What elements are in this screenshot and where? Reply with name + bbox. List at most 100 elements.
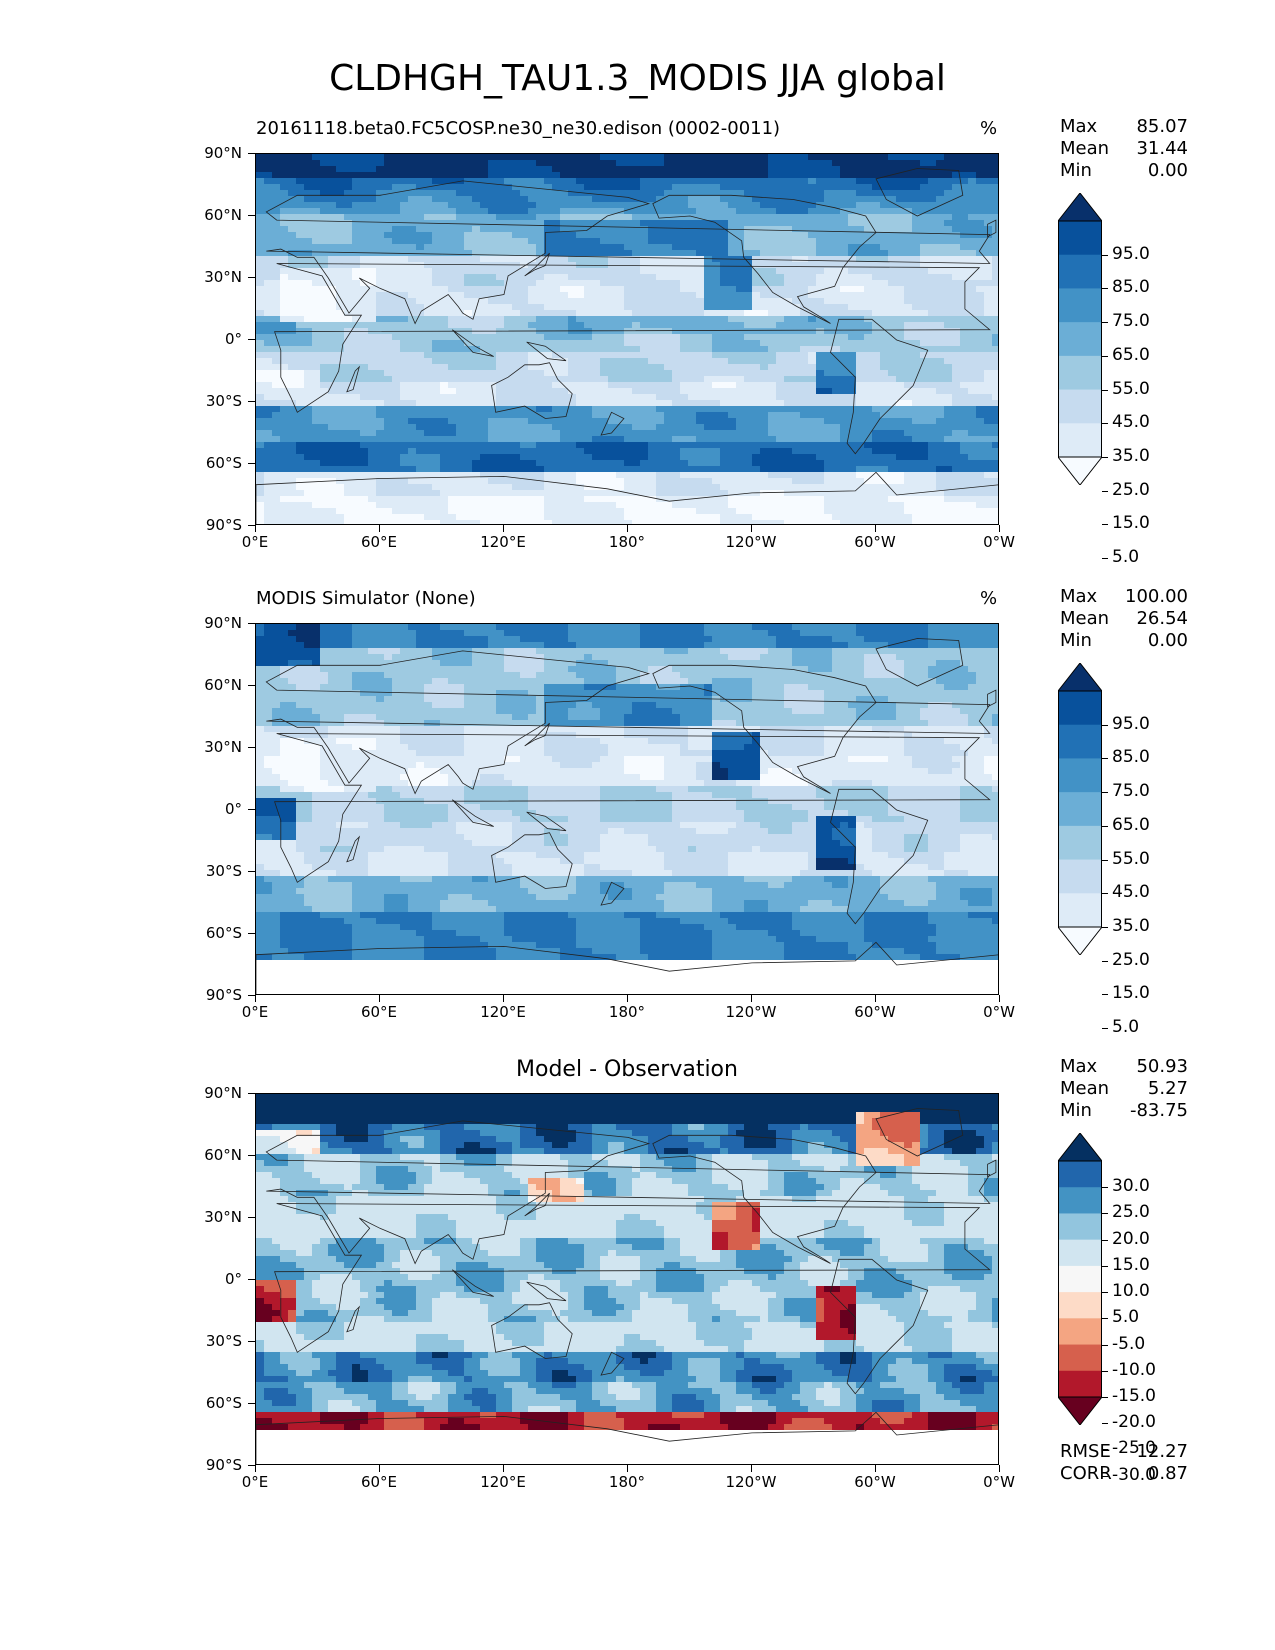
field-cell (432, 442, 441, 449)
field-cell (656, 154, 665, 161)
field-cell (728, 238, 737, 245)
field-cell (752, 364, 761, 371)
field-cell (376, 238, 385, 245)
field-cell (768, 238, 777, 245)
field-cell (360, 232, 369, 239)
field-cell (424, 274, 433, 281)
field-cell (664, 448, 673, 455)
field-cell (472, 220, 481, 227)
field-cell (600, 286, 609, 293)
field-cell (656, 256, 665, 263)
field-cell (304, 268, 313, 275)
field-cell (672, 370, 681, 377)
field-cell (640, 262, 649, 269)
field-cell (904, 220, 913, 227)
field-cell (416, 382, 425, 389)
field-cell (880, 178, 889, 185)
field-cell (896, 232, 905, 239)
field-cell (976, 442, 985, 449)
field-cell (800, 208, 809, 215)
field-cell (432, 460, 441, 467)
field-cell (304, 442, 313, 449)
field-cell (584, 232, 593, 239)
field-cell (592, 250, 601, 257)
field-cell (632, 376, 641, 383)
field-cell (688, 352, 697, 359)
field-cell (352, 184, 361, 191)
field-cell (560, 472, 569, 479)
field-cell (760, 466, 769, 473)
field-cell (552, 208, 561, 215)
field-cell (456, 442, 465, 449)
field-cell (360, 184, 369, 191)
field-cell (600, 202, 609, 209)
field-cell (440, 226, 449, 233)
field-cell (928, 226, 937, 233)
field-cell (840, 460, 849, 467)
field-cell (584, 400, 593, 407)
field-cell (976, 370, 985, 377)
field-cell (712, 454, 721, 461)
field-cell (720, 154, 729, 161)
field-cell (840, 322, 849, 329)
field-cell (480, 220, 489, 227)
field-cell (696, 334, 705, 341)
field-cell (992, 274, 998, 281)
field-cell (584, 292, 593, 299)
field-cell (536, 466, 545, 473)
field-cell (768, 442, 777, 449)
field-cell (760, 382, 769, 389)
field-cell (872, 208, 881, 215)
field-cell (768, 178, 777, 185)
panel-model: 20161118.beta0.FC5COSP.ne30_ne30.edison … (0, 0, 1275, 525)
field-cell (568, 208, 577, 215)
field-cell (752, 316, 761, 323)
field-cell (696, 292, 705, 299)
field-cell (784, 316, 793, 323)
field-cell (408, 460, 417, 467)
field-cell (784, 202, 793, 209)
field-cell (984, 460, 993, 467)
field-cell (472, 238, 481, 245)
field-cell (808, 298, 817, 305)
field-cell (888, 448, 897, 455)
field-cell (632, 292, 641, 299)
field-cell (832, 448, 841, 455)
field-cell (320, 388, 329, 395)
field-cell (840, 280, 849, 287)
field-cell (888, 334, 897, 341)
field-cell (776, 334, 785, 341)
field-cell (400, 256, 409, 263)
field-cell (896, 226, 905, 233)
field-cell (272, 190, 281, 197)
field-cell (832, 208, 841, 215)
field-cell (928, 202, 937, 209)
field-cell (528, 196, 537, 203)
field-cell (848, 388, 857, 395)
field-cell (968, 388, 977, 395)
field-cell (496, 238, 505, 245)
field-cell (976, 220, 985, 227)
field-cell (344, 358, 353, 365)
field-cell (592, 394, 601, 401)
field-cell (280, 220, 289, 227)
field-cell (848, 238, 857, 245)
field-cell (456, 244, 465, 251)
field-cell (776, 196, 785, 203)
field-cell (648, 262, 657, 269)
field-cell (296, 196, 305, 203)
field-cell (544, 400, 553, 407)
field-cell (320, 220, 329, 227)
field-cell (480, 250, 489, 257)
field-cell (904, 250, 913, 257)
field-cell (768, 244, 777, 251)
field-cell (632, 256, 641, 263)
field-cell (296, 340, 305, 347)
field-cell (432, 298, 441, 305)
field-cell (992, 184, 998, 191)
field-cell (904, 388, 913, 395)
field-cell (992, 454, 998, 461)
field-cell (296, 472, 305, 479)
field-cell (992, 208, 998, 215)
field-cell (792, 340, 801, 347)
